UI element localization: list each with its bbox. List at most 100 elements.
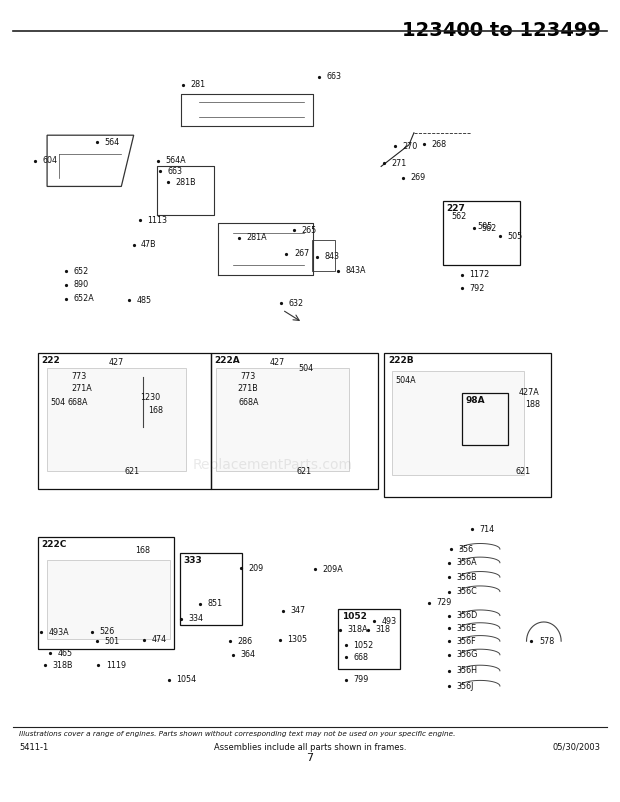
Text: 663: 663 [168, 167, 183, 176]
Text: 427A: 427A [519, 387, 540, 397]
Text: 222: 222 [42, 356, 60, 365]
Text: 504A: 504A [396, 376, 416, 386]
Text: 485: 485 [137, 296, 152, 305]
Text: 265: 265 [301, 226, 317, 235]
Text: 427: 427 [109, 358, 124, 367]
Text: 578: 578 [539, 637, 554, 646]
Text: 621: 621 [125, 467, 140, 476]
Text: 222B: 222B [388, 356, 414, 365]
Text: 318: 318 [375, 626, 390, 634]
Text: 356J: 356J [456, 682, 473, 691]
Text: 652: 652 [73, 267, 88, 276]
Text: 05/30/2003: 05/30/2003 [553, 743, 601, 751]
Text: 505: 505 [477, 222, 492, 231]
Text: 1305: 1305 [287, 635, 308, 644]
Text: 281: 281 [190, 80, 206, 89]
Text: 356H: 356H [456, 666, 477, 675]
Bar [312, 240, 335, 270]
Text: 188: 188 [525, 399, 540, 409]
Text: 209A: 209A [322, 565, 343, 573]
Text: 356B: 356B [456, 573, 477, 581]
Text: 222C: 222C [42, 541, 67, 549]
Text: 668A: 668A [239, 398, 259, 407]
Text: 347: 347 [290, 606, 305, 615]
Text: 668A: 668A [68, 398, 88, 407]
Text: 493A: 493A [48, 628, 69, 637]
Text: 663: 663 [327, 72, 342, 81]
Text: 632: 632 [288, 299, 303, 308]
Text: 281A: 281A [246, 233, 267, 242]
Text: 564: 564 [104, 138, 119, 147]
Text: 7: 7 [306, 753, 314, 764]
Bar [384, 353, 551, 497]
Text: 267: 267 [294, 249, 309, 258]
Text: 318A: 318A [347, 626, 368, 634]
Text: 168: 168 [148, 406, 163, 415]
Text: 562: 562 [451, 213, 466, 221]
Text: 209: 209 [248, 564, 264, 573]
Text: 5411-1: 5411-1 [19, 743, 48, 751]
Text: 652A: 652A [73, 294, 94, 303]
Text: 356A: 356A [456, 558, 477, 567]
Text: 286: 286 [237, 637, 252, 646]
Text: 271B: 271B [237, 383, 258, 393]
Text: 474: 474 [152, 635, 167, 644]
Text: 504: 504 [50, 398, 65, 407]
Text: 334: 334 [188, 614, 204, 623]
Text: 1119: 1119 [106, 661, 126, 670]
Bar [338, 610, 400, 669]
Text: 318B: 318B [53, 661, 73, 670]
Bar [38, 353, 211, 489]
Text: 356F: 356F [456, 637, 476, 646]
Bar [392, 371, 524, 475]
Text: 271A: 271A [72, 383, 92, 393]
Text: ReplacementParts.com: ReplacementParts.com [193, 458, 353, 472]
Bar [461, 393, 508, 445]
Text: 773: 773 [72, 371, 87, 381]
Text: 1052: 1052 [353, 641, 374, 650]
Text: 714: 714 [479, 525, 495, 533]
Text: 526: 526 [100, 627, 115, 636]
Text: 1052: 1052 [342, 613, 366, 622]
Text: 98A: 98A [465, 396, 485, 405]
Text: 270: 270 [402, 142, 417, 151]
Text: 269: 269 [411, 173, 426, 182]
Text: 222A: 222A [215, 356, 241, 365]
Text: 1054: 1054 [176, 675, 197, 684]
Bar [47, 561, 170, 638]
Text: Assemblies include all parts shown in frames.: Assemblies include all parts shown in fr… [214, 743, 406, 751]
Bar [443, 200, 520, 265]
Bar [47, 368, 186, 471]
Text: 168: 168 [136, 546, 151, 555]
Bar [38, 537, 174, 649]
Text: 227: 227 [447, 204, 466, 213]
Text: 493: 493 [382, 617, 397, 626]
Text: 356: 356 [458, 545, 474, 553]
Text: 621: 621 [515, 467, 531, 476]
Text: 333: 333 [184, 557, 203, 565]
Text: 799: 799 [353, 675, 369, 684]
Text: 356E: 356E [456, 624, 476, 633]
Bar [211, 353, 378, 489]
Text: 505: 505 [507, 232, 523, 241]
Text: 890: 890 [73, 281, 88, 290]
Text: 843A: 843A [345, 266, 366, 275]
Text: 281B: 281B [175, 178, 196, 187]
Text: 668: 668 [353, 653, 368, 662]
Text: 268: 268 [432, 140, 446, 148]
Text: 47B: 47B [141, 241, 157, 249]
Text: 1113: 1113 [148, 216, 167, 225]
Text: 356D: 356D [456, 611, 477, 620]
Text: 427: 427 [270, 358, 285, 367]
Text: 621: 621 [296, 467, 311, 476]
Text: 465: 465 [58, 649, 73, 658]
Text: 501: 501 [104, 637, 119, 646]
Text: 1172: 1172 [469, 270, 489, 279]
Text: 364: 364 [240, 650, 255, 659]
Text: 356C: 356C [456, 587, 477, 596]
Text: 123400 to 123499: 123400 to 123499 [402, 21, 601, 40]
Bar [216, 368, 349, 471]
Text: 604: 604 [42, 156, 57, 165]
Text: 843: 843 [325, 253, 340, 261]
Text: 792: 792 [469, 284, 484, 293]
